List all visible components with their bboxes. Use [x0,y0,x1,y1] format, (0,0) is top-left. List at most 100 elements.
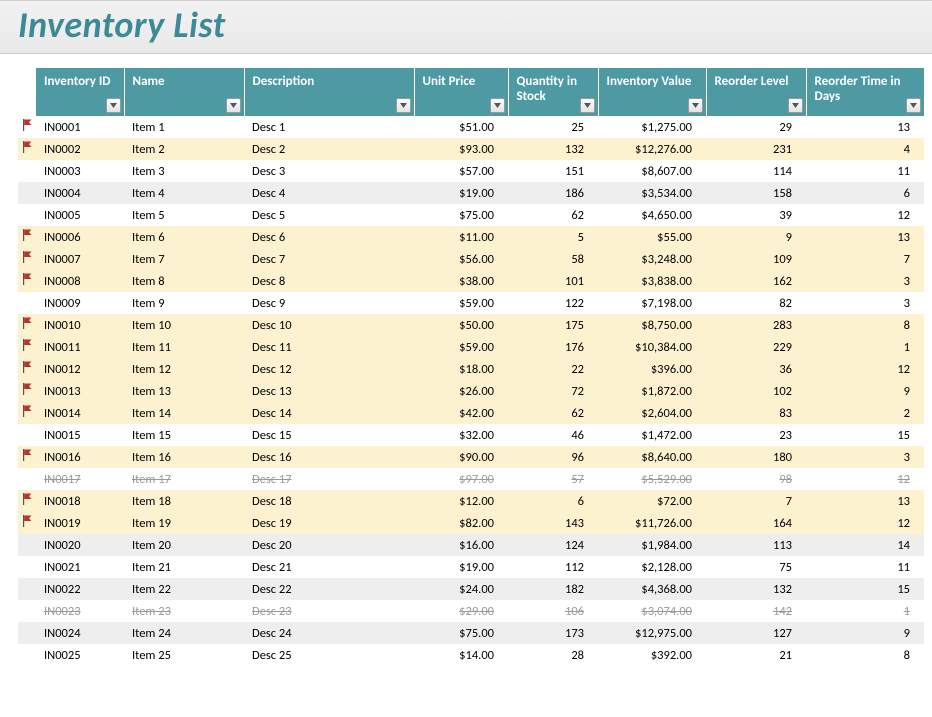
table-row[interactable]: IN0020Item 20Desc 20$16.00124$1,984.0011… [18,534,924,556]
table-row[interactable]: IN0005Item 5Desc 5$75.0062$4,650.003912 [18,204,924,226]
cell-reorder[interactable]: 21 [706,644,806,666]
filter-button[interactable] [226,98,241,113]
filter-button[interactable] [580,98,595,113]
cell-days[interactable]: 6 [806,182,924,204]
cell-qty[interactable]: 22 [508,358,598,380]
cell-desc[interactable]: Desc 12 [244,358,414,380]
cell-days[interactable]: 9 [806,380,924,402]
cell-reorder[interactable]: 164 [706,512,806,534]
col-reorder-days[interactable]: Reorder Time in Days [806,68,924,116]
cell-qty[interactable]: 186 [508,182,598,204]
cell-name[interactable]: Item 1 [124,116,244,138]
cell-reorder[interactable]: 231 [706,138,806,160]
table-row[interactable]: IN0014Item 14Desc 14$42.0062$2,604.00832 [18,402,924,424]
cell-name[interactable]: Item 19 [124,512,244,534]
table-row[interactable]: IN0006Item 6Desc 6$11.005$55.00913 [18,226,924,248]
cell-price[interactable]: $32.00 [414,424,508,446]
cell-reorder[interactable]: 132 [706,578,806,600]
cell-id[interactable]: IN0024 [36,622,124,644]
cell-desc[interactable]: Desc 13 [244,380,414,402]
cell-id[interactable]: IN0007 [36,248,124,270]
cell-name[interactable]: Item 23 [124,600,244,622]
cell-price[interactable]: $97.00 [414,468,508,490]
cell-price[interactable]: $93.00 [414,138,508,160]
cell-days[interactable]: 9 [806,622,924,644]
cell-value[interactable]: $3,248.00 [598,248,706,270]
cell-name[interactable]: Item 20 [124,534,244,556]
cell-reorder[interactable]: 114 [706,160,806,182]
cell-name[interactable]: Item 2 [124,138,244,160]
cell-qty[interactable]: 124 [508,534,598,556]
cell-days[interactable]: 13 [806,226,924,248]
table-row[interactable]: IN0002Item 2Desc 2$93.00132$12,276.00231… [18,138,924,160]
table-row[interactable]: IN0024Item 24Desc 24$75.00173$12,975.001… [18,622,924,644]
cell-desc[interactable]: Desc 14 [244,402,414,424]
cell-price[interactable]: $11.00 [414,226,508,248]
table-row[interactable]: IN0004Item 4Desc 4$19.00186$3,534.001586 [18,182,924,204]
cell-reorder[interactable]: 180 [706,446,806,468]
cell-name[interactable]: Item 16 [124,446,244,468]
cell-price[interactable]: $12.00 [414,490,508,512]
cell-desc[interactable]: Desc 24 [244,622,414,644]
cell-id[interactable]: IN0016 [36,446,124,468]
cell-price[interactable]: $18.00 [414,358,508,380]
cell-value[interactable]: $396.00 [598,358,706,380]
cell-reorder[interactable]: 102 [706,380,806,402]
cell-price[interactable]: $19.00 [414,182,508,204]
cell-id[interactable]: IN0015 [36,424,124,446]
cell-desc[interactable]: Desc 20 [244,534,414,556]
cell-name[interactable]: Item 5 [124,204,244,226]
cell-id[interactable]: IN0023 [36,600,124,622]
cell-reorder[interactable]: 82 [706,292,806,314]
table-row[interactable]: IN0010Item 10Desc 10$50.00175$8,750.0028… [18,314,924,336]
cell-desc[interactable]: Desc 10 [244,314,414,336]
cell-value[interactable]: $392.00 [598,644,706,666]
cell-reorder[interactable]: 83 [706,402,806,424]
cell-price[interactable]: $19.00 [414,556,508,578]
cell-days[interactable]: 12 [806,468,924,490]
cell-price[interactable]: $16.00 [414,534,508,556]
cell-reorder[interactable]: 229 [706,336,806,358]
filter-button[interactable] [490,98,505,113]
cell-id[interactable]: IN0003 [36,160,124,182]
table-row[interactable]: IN0017Item 17Desc 17$97.0057$5,529.00981… [18,468,924,490]
table-row[interactable]: IN0023Item 23Desc 23$29.00106$3,074.0014… [18,600,924,622]
cell-reorder[interactable]: 29 [706,116,806,138]
cell-id[interactable]: IN0004 [36,182,124,204]
cell-name[interactable]: Item 13 [124,380,244,402]
cell-qty[interactable]: 58 [508,248,598,270]
cell-id[interactable]: IN0017 [36,468,124,490]
cell-price[interactable]: $50.00 [414,314,508,336]
cell-reorder[interactable]: 283 [706,314,806,336]
cell-id[interactable]: IN0025 [36,644,124,666]
table-row[interactable]: IN0013Item 13Desc 13$26.0072$1,872.00102… [18,380,924,402]
cell-value[interactable]: $4,650.00 [598,204,706,226]
cell-id[interactable]: IN0018 [36,490,124,512]
cell-days[interactable]: 13 [806,490,924,512]
table-row[interactable]: IN0022Item 22Desc 22$24.00182$4,368.0013… [18,578,924,600]
cell-price[interactable]: $59.00 [414,336,508,358]
cell-qty[interactable]: 176 [508,336,598,358]
table-row[interactable]: IN0016Item 16Desc 16$90.0096$8,640.00180… [18,446,924,468]
cell-qty[interactable]: 101 [508,270,598,292]
cell-desc[interactable]: Desc 4 [244,182,414,204]
table-row[interactable]: IN0015Item 15Desc 15$32.0046$1,472.00231… [18,424,924,446]
cell-days[interactable]: 14 [806,534,924,556]
cell-qty[interactable]: 57 [508,468,598,490]
filter-button[interactable] [688,98,703,113]
table-row[interactable]: IN0009Item 9Desc 9$59.00122$7,198.00823 [18,292,924,314]
cell-value[interactable]: $1,472.00 [598,424,706,446]
cell-reorder[interactable]: 158 [706,182,806,204]
cell-desc[interactable]: Desc 5 [244,204,414,226]
table-row[interactable]: IN0011Item 11Desc 11$59.00176$10,384.002… [18,336,924,358]
cell-id[interactable]: IN0020 [36,534,124,556]
cell-days[interactable]: 7 [806,248,924,270]
cell-desc[interactable]: Desc 25 [244,644,414,666]
cell-name[interactable]: Item 15 [124,424,244,446]
cell-qty[interactable]: 143 [508,512,598,534]
cell-qty[interactable]: 6 [508,490,598,512]
table-row[interactable]: IN0008Item 8Desc 8$38.00101$3,838.001623 [18,270,924,292]
cell-reorder[interactable]: 9 [706,226,806,248]
cell-value[interactable]: $11,726.00 [598,512,706,534]
cell-price[interactable]: $24.00 [414,578,508,600]
